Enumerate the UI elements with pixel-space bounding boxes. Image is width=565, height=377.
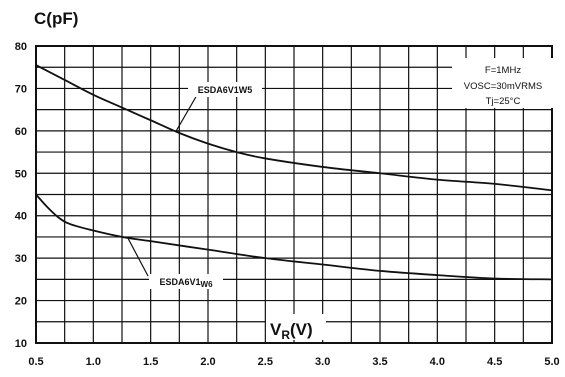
x-tick-label: 5.0 [544, 356, 559, 368]
y-tick-label: 20 [15, 296, 27, 308]
y-tick-label: 50 [15, 168, 27, 180]
x-tick-label: 3.0 [315, 356, 330, 368]
x-tick-label: 2.5 [258, 356, 273, 368]
annotation-leader-w6 [127, 237, 149, 277]
x-tick-label: 2.0 [200, 356, 215, 368]
x-tick-label: 1.0 [86, 356, 101, 368]
x-axis-label-text: VR(V) [270, 320, 313, 342]
grid [35, 45, 553, 344]
annotation-layer: ESDA6V1W5 ESDA6V1W6 [127, 82, 262, 289]
condition-frequency: F=1MHz [485, 65, 521, 76]
x-tick-label: 3.5 [372, 356, 387, 368]
y-tick-label: 60 [15, 126, 27, 138]
plot-border [35, 45, 553, 344]
tick-labels: 0.5 1.0 1.5 2.0 2.5 3.0 3.5 4.0 4.5 5.0 10 20 30 40 50… [15, 41, 560, 368]
y-tick-label: 80 [15, 41, 27, 53]
annotation-label-w5: ESDA6V1W5 [198, 85, 253, 95]
series-line-esda6v1w6 [35, 193, 553, 281]
x-tick-label: 1.5 [143, 356, 158, 368]
x-axis-label-bg [266, 314, 326, 340]
x-tick-label: 4.0 [430, 356, 445, 368]
condition-temperature: Tj=25°C [486, 96, 521, 107]
conditions-box: F=1MHz VOSC=30mVRMS Tj=25°C [452, 58, 554, 108]
x-tick-label: 4.5 [487, 356, 502, 368]
annotation-bg-w5 [188, 82, 262, 97]
annotation-label-w6: ESDA6V1W6 [159, 277, 213, 289]
series-layer [35, 64, 553, 281]
conditions-box-bg [452, 58, 554, 108]
y-axis-label: C(pF) [34, 9, 78, 28]
y-tick-label: 10 [15, 338, 27, 350]
annotation-leader-w5 [175, 94, 198, 132]
series-line-esda6v1w5 [35, 64, 553, 192]
annotation-bg-w6 [149, 274, 223, 289]
x-axis-label: VR(V) [266, 314, 326, 342]
y-tick-label: 30 [15, 253, 27, 265]
y-tick-label: 70 [15, 83, 27, 95]
y-tick-label: 40 [15, 211, 27, 223]
condition-oscillator: VOSC=30mVRMS [464, 81, 542, 92]
x-tick-label: 0.5 [28, 356, 43, 368]
plot-frame [35, 45, 553, 344]
